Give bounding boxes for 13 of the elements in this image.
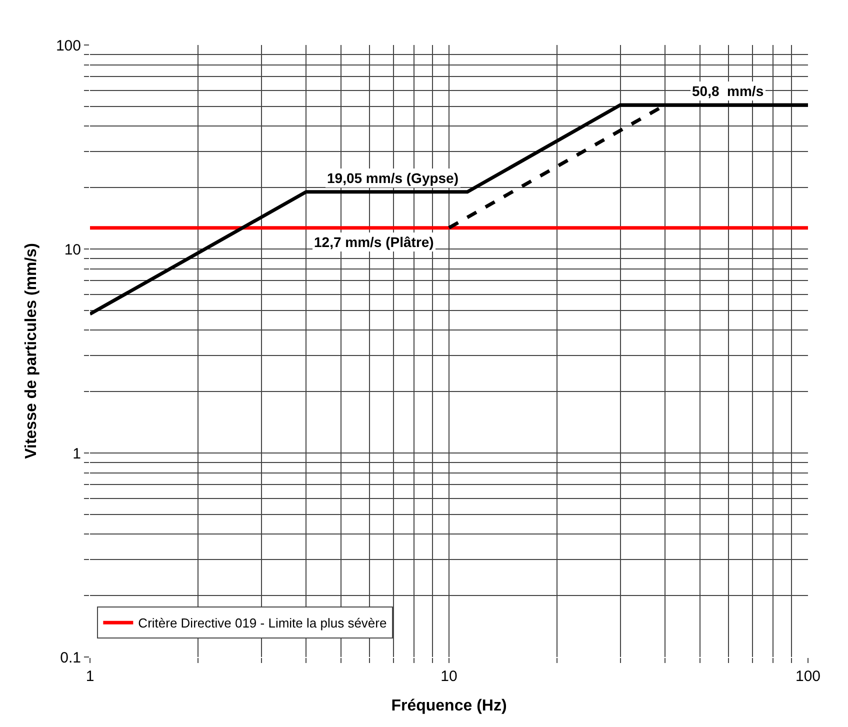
legend-label: Critère Directive 019 - Limite la plus sévère bbox=[138, 616, 387, 631]
y-tick-label: 100 bbox=[56, 37, 81, 54]
y-axis-title: Vitesse de particules (mm/s) bbox=[22, 243, 40, 459]
x-tick-label: 1 bbox=[86, 668, 94, 685]
x-tick-label: 100 bbox=[795, 668, 821, 685]
annotation: 19,05 mm/s (Gypse) bbox=[327, 170, 459, 186]
y-tick-label: 0.1 bbox=[60, 649, 81, 666]
x-axis-title: Fréquence (Hz) bbox=[391, 698, 507, 715]
annotation: 50,8 mm/s bbox=[692, 83, 764, 99]
y-tick-label: 1 bbox=[72, 445, 81, 462]
x-tick-label: 10 bbox=[440, 668, 458, 685]
annotation: 12,7 mm/s (Plâtre) bbox=[314, 234, 434, 250]
y-tick-label: 10 bbox=[64, 241, 81, 258]
